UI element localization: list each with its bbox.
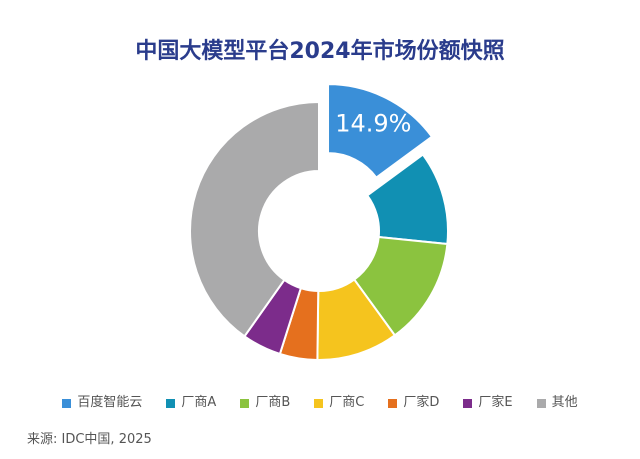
legend-swatch (62, 398, 72, 408)
source-note: 来源: IDC中国, 2025 (27, 432, 152, 447)
legend-swatch (166, 398, 176, 408)
chart-legend: 百度智能云 厂商A 厂商B 厂商C 厂家D 厂家E 其他 (0, 394, 640, 412)
legend-label: 厂商A (181, 395, 217, 410)
donut-data-labels: 14.9% (335, 109, 411, 137)
legend-label: 厂商C (329, 395, 365, 410)
data-label-1: 14.9% (335, 109, 411, 137)
legend-item-vendor-c: 厂商C (314, 395, 364, 411)
legend-label: 百度智能云 (77, 395, 143, 410)
legend-swatch (314, 398, 324, 408)
donut-slices (189, 83, 449, 361)
legend-swatch (388, 398, 398, 408)
legend-swatch (536, 398, 546, 408)
legend-item-vendor-d: 厂家D (388, 395, 439, 411)
legend-swatch (463, 398, 473, 408)
legend-label: 厂商B (255, 395, 291, 410)
legend-item-other: 其他 (536, 395, 578, 411)
legend-item-baidu: 百度智能云 (62, 395, 142, 411)
legend-item-vendor-a: 厂商A (166, 395, 216, 411)
donut-slice-7 (189, 101, 320, 338)
legend-item-vendor-b: 厂商B (240, 395, 290, 411)
chart-title: 中国大模型平台2024年市场份额快照 (135, 39, 505, 64)
legend-item-vendor-e: 厂家E (463, 395, 513, 411)
legend-label: 其他 (551, 395, 578, 410)
legend-swatch (240, 398, 250, 408)
legend-label: 厂家E (478, 395, 513, 410)
donut-slice-1 (327, 83, 433, 179)
legend-label: 厂家D (403, 395, 440, 410)
